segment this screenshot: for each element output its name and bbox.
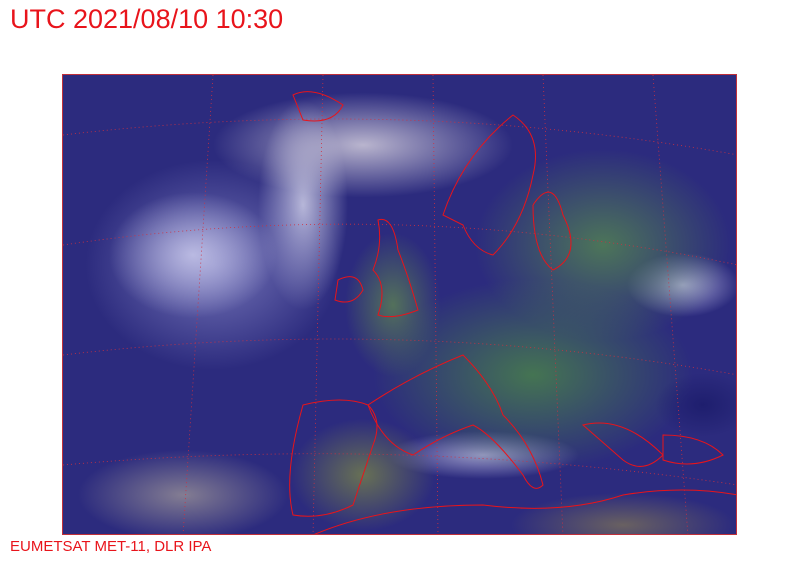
satellite-image — [62, 74, 737, 535]
timestamp-title: UTC 2021/08/10 10:30 — [10, 4, 284, 34]
data-source-credit: EUMETSAT MET-11, DLR IPA — [10, 538, 212, 555]
graticule — [63, 75, 736, 534]
coastlines — [289, 91, 736, 534]
graticule-and-coastlines — [63, 75, 736, 534]
